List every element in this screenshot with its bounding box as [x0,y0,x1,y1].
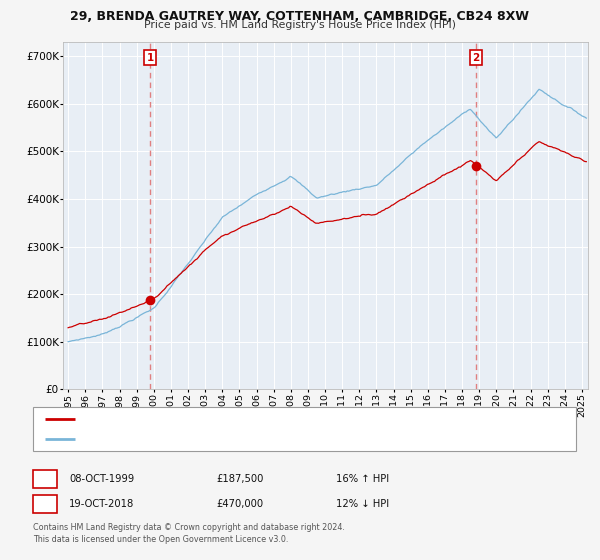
Text: This data is licensed under the Open Government Licence v3.0.: This data is licensed under the Open Gov… [33,534,289,544]
Text: 19-OCT-2018: 19-OCT-2018 [69,499,134,509]
Text: £187,500: £187,500 [216,474,263,484]
Text: 29, BRENDA GAUTREY WAY, COTTENHAM, CAMBRIDGE, CB24 8XW (detached house): 29, BRENDA GAUTREY WAY, COTTENHAM, CAMBR… [81,414,447,423]
Text: 16% ↑ HPI: 16% ↑ HPI [336,474,389,484]
Text: 2: 2 [472,53,479,63]
Text: Contains HM Land Registry data © Crown copyright and database right 2024.: Contains HM Land Registry data © Crown c… [33,523,345,533]
Text: 12% ↓ HPI: 12% ↓ HPI [336,499,389,509]
Text: £470,000: £470,000 [216,499,263,509]
Text: 1: 1 [41,474,49,484]
Text: 29, BRENDA GAUTREY WAY, COTTENHAM, CAMBRIDGE, CB24 8XW: 29, BRENDA GAUTREY WAY, COTTENHAM, CAMBR… [71,10,530,22]
Text: 2: 2 [41,499,49,509]
Text: 08-OCT-1999: 08-OCT-1999 [69,474,134,484]
Text: 1: 1 [146,53,154,63]
Text: Price paid vs. HM Land Registry's House Price Index (HPI): Price paid vs. HM Land Registry's House … [144,20,456,30]
Text: HPI: Average price, detached house, South Cambridgeshire: HPI: Average price, detached house, Sout… [81,434,337,443]
